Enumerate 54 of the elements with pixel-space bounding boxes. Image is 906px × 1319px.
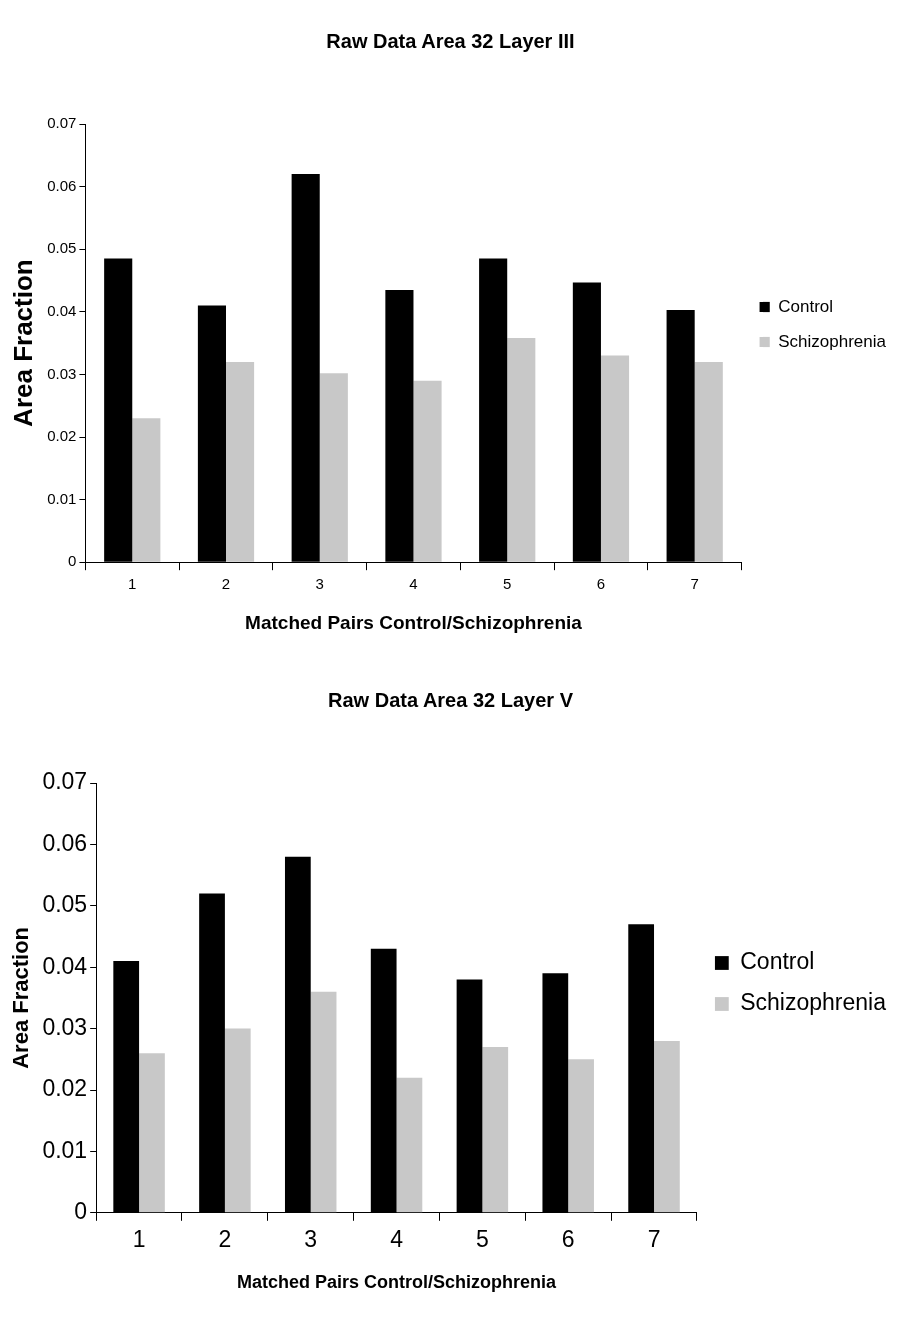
x-tick-label: 6 <box>561 1225 575 1252</box>
y-tick-label: 0.05 <box>47 239 77 257</box>
bar <box>600 355 630 562</box>
chart-title: Raw Data Area 32 Layer V <box>328 688 574 711</box>
x-tick-label: 1 <box>128 575 137 593</box>
y-tick-label: 0 <box>74 1198 88 1225</box>
x-tick-label: 5 <box>475 1225 489 1252</box>
y-tick-label: 0.06 <box>42 829 88 856</box>
y-tick-label: 0.03 <box>42 1013 88 1040</box>
bar <box>507 338 536 562</box>
y-axis-title: Area Fraction <box>8 926 34 1069</box>
y-tick-label: 0.02 <box>47 427 77 445</box>
bar <box>226 361 255 562</box>
bar <box>413 380 442 562</box>
x-tick-label: 4 <box>390 1225 404 1252</box>
bar <box>694 361 723 562</box>
legend-label: Control <box>778 296 834 316</box>
chart-title: Raw Data Area 32 Layer III <box>326 29 575 52</box>
y-tick-label: 0.07 <box>47 114 77 132</box>
y-tick-label: 0 <box>68 552 77 570</box>
x-tick-label: 3 <box>304 1225 318 1252</box>
y-tick-label: 0.01 <box>42 1136 88 1163</box>
x-tick-label: 2 <box>218 1225 232 1252</box>
legend-label: Control <box>740 948 815 975</box>
legend-label: Schizophrenia <box>740 989 887 1016</box>
bar <box>224 1028 251 1213</box>
y-tick-label: 0.03 <box>47 364 77 382</box>
x-tick-label: 4 <box>409 575 418 593</box>
bar <box>396 1077 423 1213</box>
bar <box>132 418 161 562</box>
x-tick-label: 5 <box>503 575 512 593</box>
x-tick-label: 7 <box>690 575 699 593</box>
bar <box>654 1040 680 1213</box>
bar <box>319 373 348 562</box>
y-tick-label: 0.01 <box>47 489 77 507</box>
x-axis-title: Matched Pairs Control/Schizophrenia <box>245 611 583 633</box>
y-tick-label: 0.02 <box>42 1075 88 1102</box>
x-tick-label: 1 <box>132 1225 146 1252</box>
bar <box>310 991 337 1213</box>
y-tick-label: 0.05 <box>42 891 88 918</box>
bar <box>482 1047 509 1213</box>
x-tick-label: 6 <box>596 575 606 593</box>
y-tick-label: 0.06 <box>47 176 77 194</box>
y-tick-label: 0.04 <box>42 952 88 979</box>
y-axis-title: Area Fraction <box>7 259 38 427</box>
x-tick-label: 3 <box>315 575 324 593</box>
bar <box>139 1053 165 1213</box>
bar <box>568 1059 594 1213</box>
legend-label: Schizophrenia <box>778 331 887 351</box>
x-tick-label: 7 <box>647 1225 661 1252</box>
y-tick-label: 0.07 <box>42 768 88 795</box>
y-tick-label: 0.04 <box>47 301 77 319</box>
x-tick-label: 2 <box>221 575 231 593</box>
x-axis-title: Matched Pairs Control/Schizophrenia <box>237 1272 558 1293</box>
